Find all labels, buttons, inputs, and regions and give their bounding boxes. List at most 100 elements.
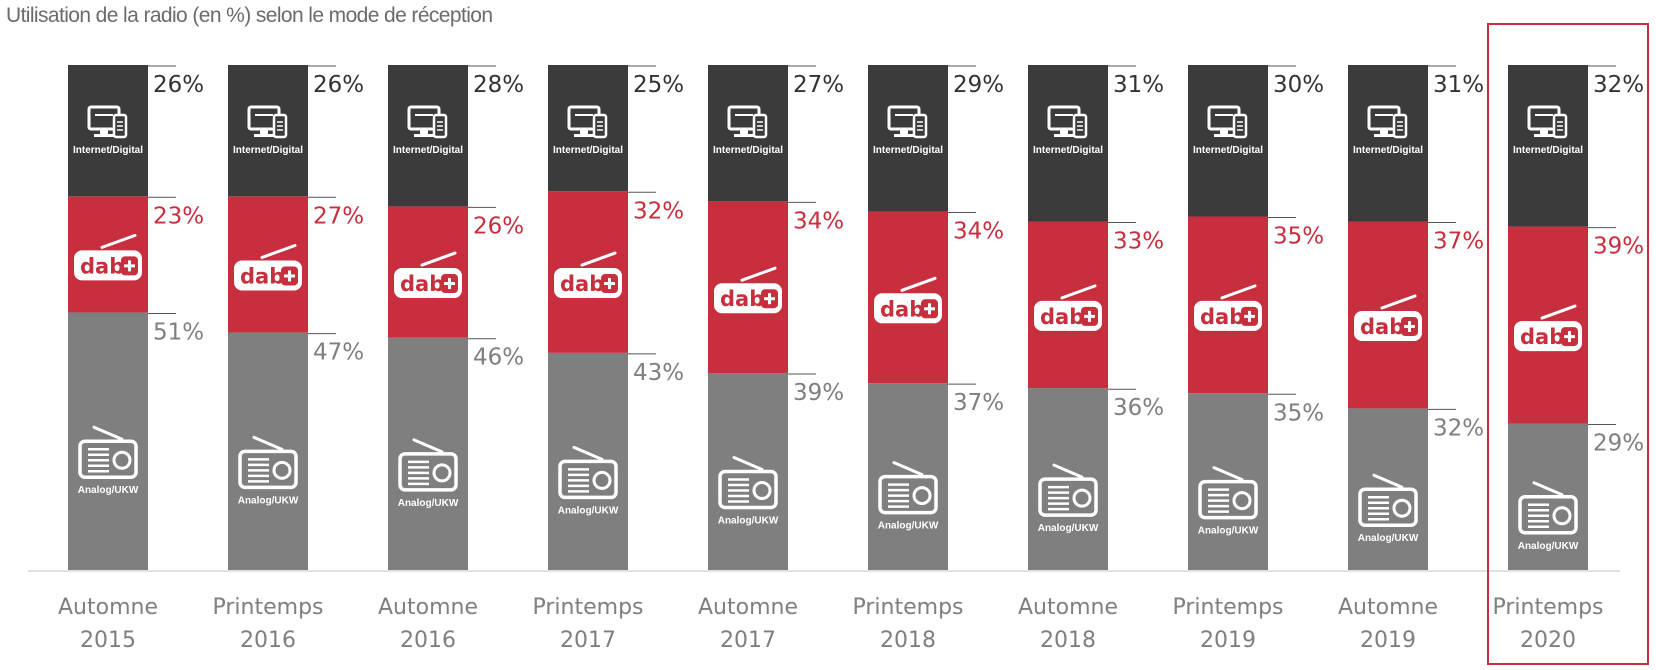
value-label-analog: 51%: [153, 319, 204, 345]
category-label: Printemps 2019: [1173, 595, 1284, 653]
antenna: [1052, 463, 1084, 479]
value-label-internet: 32%: [1593, 72, 1644, 98]
antenna: [1540, 304, 1577, 320]
value-label-dab: 33%: [1113, 229, 1164, 255]
value-label-dab: 35%: [1273, 224, 1324, 250]
category-label: Automne 2018: [1018, 595, 1118, 653]
category-label: Printemps 2016: [213, 595, 324, 653]
category-label-line: Automne: [378, 595, 478, 620]
monitor-base: [1534, 134, 1554, 137]
segment-label-internet: Internet/Digital: [1193, 145, 1263, 156]
monitor-base: [734, 134, 754, 137]
category-label: Automne 2019: [1338, 595, 1438, 653]
dab-text: dab: [880, 297, 924, 321]
value-label-analog: 36%: [1113, 395, 1164, 421]
category-label-line: Printemps: [1493, 595, 1604, 620]
category-label-line: 2017: [560, 628, 616, 653]
segment-label-analog: Analog/UKW: [1198, 526, 1259, 537]
dab-radio-icon: dab: [1034, 284, 1102, 331]
category-label: Printemps 2018: [853, 595, 964, 653]
radio-body: [1038, 477, 1098, 517]
antenna: [1532, 481, 1564, 497]
computer-devices-icon: [87, 105, 128, 139]
category-label: Printemps 2020: [1493, 595, 1604, 653]
bar-segment-internet: [1508, 65, 1588, 227]
category-label: Printemps 2017: [533, 595, 644, 653]
bar-segment-internet: [1348, 65, 1428, 222]
dab-radio-icon: dab: [74, 233, 142, 281]
value-label-internet: 28%: [473, 72, 524, 98]
antenna: [92, 425, 124, 441]
monitor-base: [414, 134, 434, 137]
segment-label-internet: Internet/Digital: [1513, 145, 1583, 156]
segment-label-analog: Analog/UKW: [1518, 541, 1579, 552]
bars-layer: 51% Analog/UKW 23% dab 26% Internet/Digital 47…: [68, 65, 1644, 570]
dab-radio-icon: dab: [234, 243, 302, 291]
dab-text: dab: [1040, 305, 1084, 329]
dab-text: dab: [560, 272, 604, 296]
value-label-analog: 35%: [1273, 400, 1324, 426]
value-label-internet: 27%: [793, 72, 844, 98]
highlight-box: [1487, 23, 1649, 665]
radio-dial: [1232, 491, 1252, 511]
dab-text: dab: [80, 254, 124, 278]
monitor-stand: [1220, 129, 1228, 134]
monitor-stand: [100, 129, 108, 134]
segment-label-internet: Internet/Digital: [1353, 145, 1423, 156]
dab-text: dab: [240, 264, 284, 288]
monitor-stand: [1380, 129, 1388, 134]
analog-radio-icon: [718, 456, 778, 510]
antenna: [732, 456, 764, 472]
dab-radio-icon: dab: [554, 251, 622, 299]
segment-label-internet: Internet/Digital: [1033, 145, 1103, 156]
monitor-stand: [900, 129, 908, 134]
value-label-internet: 31%: [1433, 72, 1484, 98]
monitor-base: [894, 134, 914, 137]
value-label-dab: 37%: [1433, 229, 1484, 255]
analog-radio-icon: [878, 461, 938, 515]
radio-dial: [1392, 498, 1412, 518]
computer-devices-icon: [1207, 105, 1248, 139]
monitor-stand: [260, 129, 268, 134]
radio-dial: [432, 463, 452, 483]
category-label-line: Printemps: [1173, 595, 1284, 620]
antenna: [420, 251, 457, 267]
category-label-line: 2016: [400, 628, 456, 653]
computer-devices-icon: [247, 105, 288, 139]
analog-radio-icon: [558, 445, 618, 500]
radio-dial: [1552, 506, 1572, 526]
segment-label-internet: Internet/Digital: [233, 145, 303, 156]
analog-radio-icon: [78, 425, 138, 479]
segment-label-analog: Analog/UKW: [398, 498, 459, 509]
category-label: Automne 2016: [378, 595, 478, 653]
dab-radio-icon: dab: [874, 276, 942, 324]
category-label: Automne 2015: [58, 595, 158, 653]
antenna: [412, 438, 444, 454]
radio-body: [1358, 487, 1418, 527]
value-label-dab: 23%: [153, 203, 204, 229]
category-label-line: 2017: [720, 628, 776, 653]
category-label: Automne 2017: [698, 595, 798, 653]
category-label-line: 2018: [880, 628, 936, 653]
monitor-base: [1054, 134, 1074, 137]
segment-label-analog: Analog/UKW: [238, 495, 299, 506]
antenna: [1212, 466, 1244, 482]
dab-radio-icon: dab: [1354, 294, 1422, 341]
antenna: [1220, 284, 1257, 300]
monitor-base: [1214, 134, 1234, 137]
antenna: [1060, 284, 1097, 300]
bar-segment-internet: [1188, 65, 1268, 217]
computer-devices-icon: [407, 105, 448, 139]
dab-text: dab: [1200, 305, 1244, 329]
analog-radio-icon: [398, 438, 458, 492]
radio-body: [1198, 479, 1258, 520]
dab-radio-icon: dab: [394, 251, 462, 299]
value-label-analog: 29%: [1593, 431, 1644, 457]
monitor-stand: [1060, 129, 1068, 134]
antenna: [740, 266, 777, 282]
analog-radio-icon: [1518, 481, 1578, 535]
radio-dial: [592, 470, 612, 490]
monitor-base: [94, 134, 114, 137]
monitor-stand: [420, 129, 428, 134]
category-label-line: Printemps: [853, 595, 964, 620]
